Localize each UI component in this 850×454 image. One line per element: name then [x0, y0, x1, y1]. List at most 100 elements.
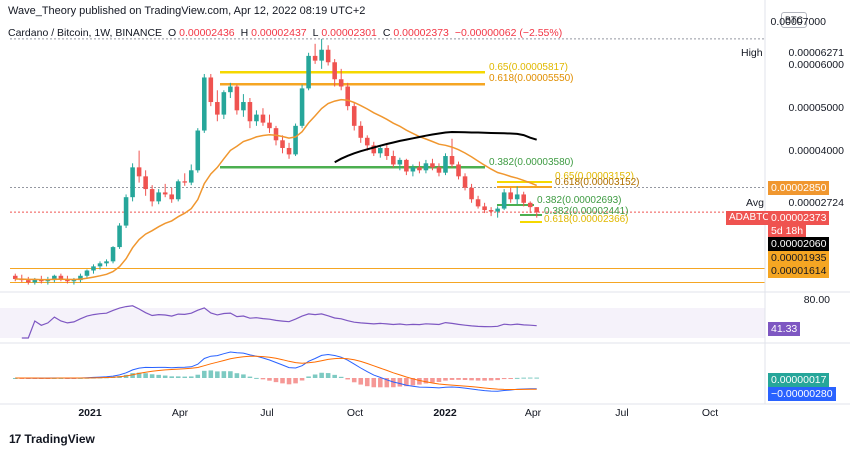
macd-histogram-bar [423, 378, 429, 384]
open-value: 0.00002436 [179, 27, 235, 39]
macd-histogram-bar [436, 378, 442, 382]
fib-label-065-top: 0.65(0.00005817) [489, 62, 568, 73]
candle-body [299, 88, 305, 126]
macd-histogram-bar [475, 378, 481, 381]
x-tick-2021: 2021 [78, 407, 102, 419]
high-marker-label: High [741, 47, 763, 59]
macd-histogram-bar [514, 377, 520, 379]
candle-body [228, 86, 233, 93]
macd-histogram-bar [449, 378, 455, 380]
fib-label-0618-low: 0.618(0.00002366) [544, 214, 629, 225]
macd-histogram-bar [482, 378, 487, 381]
fib-label-0618-mid: 0.618(0.00003152) [555, 177, 640, 188]
avg-marker-label: Avg [746, 197, 764, 209]
macd-histogram-bar [241, 374, 246, 378]
candle-body [508, 192, 513, 200]
macd-histogram-bar [358, 378, 364, 385]
macd-histogram-bar [156, 374, 161, 378]
grid [10, 38, 765, 283]
x-tick-apr-2022: Apr [524, 407, 542, 419]
candle-body [241, 102, 246, 111]
candle-body [364, 137, 370, 146]
change-value: −0.00000062 (−2.55%) [454, 27, 563, 39]
macd-histogram-bar [384, 378, 390, 388]
close-label: C [382, 27, 391, 39]
candle-body [188, 170, 194, 183]
macd-histogram-bar [188, 376, 194, 378]
candle-body [443, 156, 448, 173]
candle-body [247, 102, 253, 122]
symbol-legend[interactable]: Cardano / Bitcoin, 1W, BINANCE O 0.000024… [8, 27, 565, 39]
macd-histogram-bar [345, 378, 350, 380]
macd-histogram-bar [136, 372, 142, 378]
candle-body [195, 130, 201, 171]
candle-body [45, 280, 51, 282]
macd-histogram-bar [273, 378, 279, 383]
candle-body [136, 167, 142, 177]
candle-body [175, 181, 181, 200]
ema-price-tag: 0.00002850 [768, 181, 830, 195]
pair-title: Cardano / Bitcoin, 1W, BINANCE [8, 27, 163, 39]
candle-body [384, 147, 390, 157]
candle-body [58, 275, 64, 280]
low-value: 0.00002301 [321, 27, 377, 39]
close-value: 0.00002373 [393, 27, 449, 39]
candle-body [91, 266, 96, 271]
open-label: O [167, 27, 177, 39]
macd-histogram-bar [495, 378, 500, 381]
candle-body [293, 125, 298, 155]
candle-body [312, 55, 318, 61]
high-label: H [240, 27, 249, 39]
candle-body [117, 225, 122, 248]
sma-price-tag: 0.00002060 [768, 237, 830, 251]
macd-histogram-bar [260, 378, 266, 380]
candle-body [156, 192, 161, 202]
currency-badge[interactable]: BTC [781, 12, 807, 28]
tradingview-logo[interactable]: 17 TradingView [9, 432, 95, 446]
sma-line [334, 130, 537, 164]
candle-body [286, 147, 292, 155]
candle-body [32, 279, 38, 283]
pair-tag: ADABTC [726, 211, 773, 225]
rsi-line [21, 305, 537, 339]
macd-histogram-bar [162, 375, 168, 378]
fib-label-0382-mid: 0.382(0.00003580) [489, 157, 574, 168]
candle-body [26, 280, 31, 283]
high-value: 0.00002437 [251, 27, 307, 39]
candle-body [462, 176, 468, 188]
candle-body [182, 181, 188, 183]
candle-body [215, 102, 220, 115]
fib-lines [220, 71, 552, 223]
x-tick-jul-2021: Jul [260, 407, 274, 419]
price-tick-2: 0.00005000 [788, 102, 844, 114]
avg-marker-value: 0.00002724 [788, 197, 844, 209]
x-tick-oct-2021: Oct [346, 407, 364, 419]
candle-body [338, 79, 344, 87]
candle-body [325, 49, 331, 63]
macd-histogram-bar [501, 378, 507, 380]
candle-body [110, 247, 116, 262]
fib-0382-low [497, 204, 534, 206]
moving-averages [15, 98, 537, 281]
macd-histogram-bar [443, 378, 448, 381]
macd-histogram-bar [267, 378, 272, 381]
candle-body [430, 163, 435, 168]
macd-value-tag: 0.00000017 [768, 373, 830, 387]
support2-price-tag: 0.00001614 [768, 264, 830, 278]
candle-body [404, 159, 409, 172]
candle-body [169, 194, 174, 200]
countdown-tag: 5d 18h [768, 224, 807, 238]
candle-body [423, 163, 429, 171]
publisher-line: Wave_Theory published on TradingView.com… [8, 5, 366, 17]
candle-body [378, 147, 383, 154]
support1-price-tag: 0.00001935 [768, 251, 830, 265]
candle-body [130, 167, 135, 198]
macd-histogram-bar [325, 373, 331, 378]
candle-body [149, 189, 155, 202]
macd-signal-tag: −0.00000280 [768, 387, 836, 401]
logo-text: TradingView [24, 432, 95, 446]
macd-histogram-bar [338, 376, 344, 378]
macd-histogram-bar [391, 378, 396, 388]
macd-histogram-bar [508, 378, 513, 379]
macd-histogram-bar [378, 378, 383, 388]
